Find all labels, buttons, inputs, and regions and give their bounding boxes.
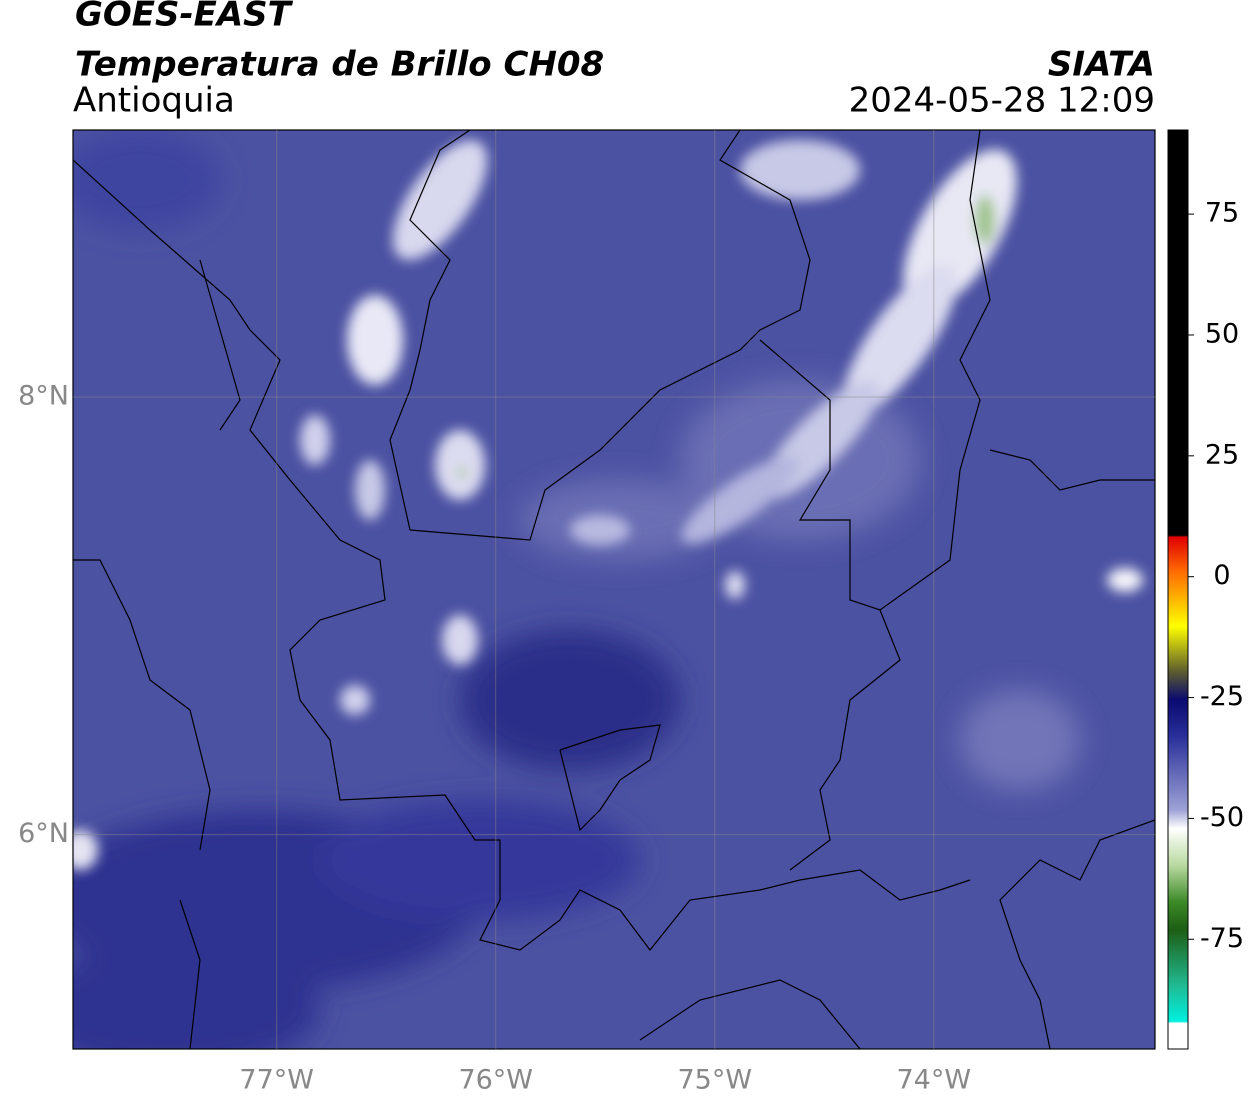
colorbar-tick-label: -75 (1200, 923, 1244, 954)
source: SIATA (1048, 45, 1155, 85)
colorbar (1167, 129, 1189, 1050)
title: GOES-EAST (75, 0, 294, 35)
colorbar-tick-label: -50 (1200, 802, 1244, 833)
y-tick-label: 6°N (18, 818, 69, 849)
x-tick-label: 75°W (677, 1065, 752, 1096)
colorbar-tick-label: 75 (1205, 198, 1239, 229)
subtitle: Temperatura de Brillo CH08 (75, 45, 604, 85)
map-frame (72, 129, 1156, 1050)
x-tick-label: 74°W (897, 1065, 972, 1096)
x-tick-label: 76°W (458, 1065, 533, 1096)
datetime: 2024-05-28 12:09 (849, 81, 1155, 121)
x-tick-label: 77°W (239, 1065, 314, 1096)
cloud-areas (73, 140, 1143, 870)
colorbar-tick-label: 50 (1205, 318, 1239, 349)
colorbar-tick-label: -25 (1200, 681, 1244, 712)
boundaries (73, 130, 1155, 1049)
y-tick-label: 8°N (18, 380, 69, 411)
colorbar-tick-label: 0 (1213, 560, 1230, 591)
satellite-image (73, 130, 1155, 1049)
region: Antioquia (73, 81, 235, 121)
colorbar-tick-label: 25 (1205, 439, 1239, 470)
